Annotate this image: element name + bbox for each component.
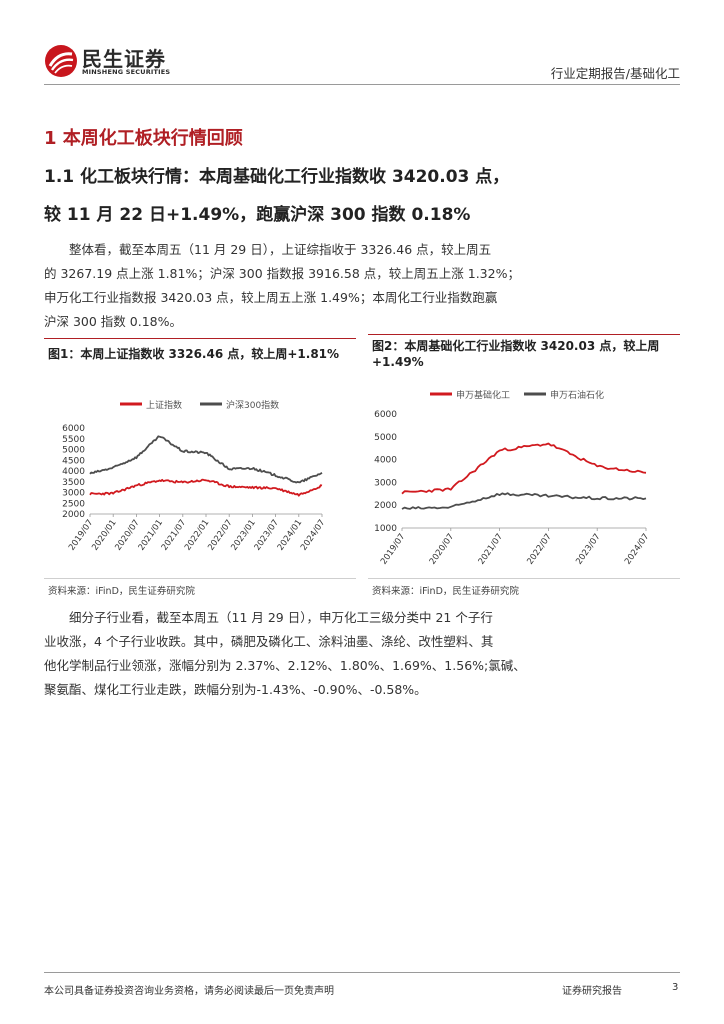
footer-disclaimer: 本公司具备证券投资咨询业务资格，请务必阅读最后一页免责声明 <box>44 986 334 997</box>
section-heading: 1 本周化工板块行情回顾 <box>44 128 243 149</box>
figure1-top-rule <box>44 338 356 339</box>
y-tick-label: 4500 <box>62 456 85 466</box>
y-tick-label: 5500 <box>62 435 85 445</box>
paragraph-line: 的 3267.19 点上涨 1.81%；沪深 300 指数报 3916.58 点… <box>44 266 520 281</box>
legend-label: 申万石油石化 <box>550 389 604 401</box>
subsection-heading-line1: 1.1 化工板块行情：本周基础化工行业指数收 3420.03 点， <box>44 167 510 187</box>
series-line-0 <box>401 442 647 495</box>
paragraph-line: 聚氨酯、煤化工行业走跌，跌幅分别为-1.43%、-0.90%、-0.58%。 <box>44 682 427 697</box>
paragraph-subindustry: 细分子行业看，截至本周五（11 月 29 日），申万化工三级分类中 21 个子行… <box>44 606 680 702</box>
figure2-title: 图2：本周基础化工行业指数收 3420.03 点，较上周 +1.49% <box>372 338 676 370</box>
series-line-0 <box>89 478 323 497</box>
x-tick-label: 2023/07 <box>574 532 602 567</box>
y-tick-label: 1000 <box>374 524 397 534</box>
y-tick-label: 5000 <box>62 446 85 456</box>
legend-label: 申万基础化工 <box>456 389 510 401</box>
y-tick-label: 3500 <box>62 478 85 488</box>
y-tick-label: 6000 <box>62 424 85 434</box>
y-tick-label: 3000 <box>62 489 85 499</box>
figure2-title-line1: 图2：本周基础化工行业指数收 3420.03 点，较上周 <box>372 339 660 353</box>
paragraph-line: 申万化工行业指数报 3420.03 点，较上周五上涨 1.49%；本周化工行业指… <box>44 290 498 305</box>
paragraph-line: 细分子行业看，截至本周五（11 月 29 日），申万化工三级分类中 21 个子行 <box>69 610 493 625</box>
x-tick-label: 2019/07 <box>379 532 407 567</box>
figure1-source: 资料来源：iFinD，民生证券研究院 <box>48 586 195 597</box>
y-tick-label: 2500 <box>62 499 85 509</box>
paragraph-line: 沪深 300 指数 0.18%。 <box>44 314 182 329</box>
x-tick-label: 2024/07 <box>623 532 651 567</box>
y-tick-label: 3000 <box>374 478 397 488</box>
logo-english-name: MINSHENG SECURITIES <box>82 68 171 76</box>
y-tick-label: 4000 <box>62 467 85 477</box>
subsection-heading-line2: 较 11 月 22 日+1.49%，跑赢沪深 300 指数 0.18% <box>44 205 471 225</box>
figure1-bottom-rule <box>44 578 356 579</box>
series-line-1 <box>401 492 647 510</box>
figure2-bottom-rule <box>368 578 680 579</box>
y-tick-label: 4000 <box>374 456 397 466</box>
y-tick-label: 5000 <box>374 433 397 443</box>
legend-label: 沪深300指数 <box>226 399 279 411</box>
series-line-1 <box>89 435 323 484</box>
paragraph-market-overview: 整体看，截至本周五（11 月 29 日），上证综指收于 3326.46 点，较上… <box>44 238 680 334</box>
figure2-source: 资料来源：iFinD，民生证券研究院 <box>372 586 519 597</box>
figure1-chart: 上证指数 沪深300指数 20002500300035004000450050005… <box>62 399 327 553</box>
footer-divider <box>44 972 680 973</box>
logo-chinese-name: 民生证券 <box>82 47 166 71</box>
figure2-title-line2: +1.49% <box>372 355 424 369</box>
y-tick-label: 6000 <box>374 410 397 420</box>
x-tick-label: 2022/07 <box>525 532 553 567</box>
report-type: 行业定期报告/基础化工 <box>550 66 680 81</box>
y-tick-label: 2000 <box>62 510 85 520</box>
figure2-top-rule <box>368 334 680 335</box>
x-tick-label: 2020/07 <box>428 532 456 567</box>
legend-label: 上证指数 <box>146 399 182 411</box>
x-tick-label: 2021/07 <box>477 532 505 567</box>
minsheng-logo-icon <box>45 45 77 77</box>
paragraph-line: 他化学制品行业领涨，涨幅分别为 2.37%、2.12%、1.80%、1.69%、… <box>44 658 526 673</box>
page-number: 3 <box>672 982 679 993</box>
paragraph-line: 业收涨，4 个子行业收跌。其中，磷肥及磷化工、涂料油墨、涤纶、改性塑料、其 <box>44 634 494 649</box>
figure1-title: 图1：本周上证指数收 3326.46 点，较上周+1.81% <box>48 347 340 361</box>
paragraph-line: 整体看，截至本周五（11 月 29 日），上证综指收于 3326.46 点，较上… <box>69 242 492 257</box>
footer-label: 证券研究报告 <box>562 986 622 997</box>
header-divider <box>44 84 680 85</box>
y-tick-label: 2000 <box>374 501 397 511</box>
figure2-chart: 申万基础化工 申万石油石化 1000 2000 3000 4000 5000 6000 2019… <box>374 389 651 567</box>
